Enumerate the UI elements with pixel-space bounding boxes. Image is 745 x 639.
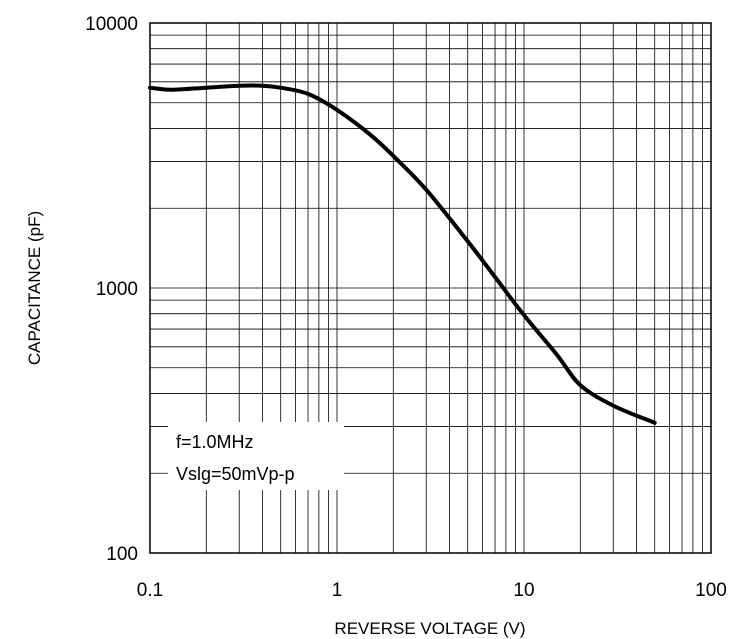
x-tick-label: 0.1 xyxy=(137,580,163,601)
annotation-frequency: f=1.0MHz xyxy=(176,432,254,452)
y-tick-label: 10000 xyxy=(85,14,138,35)
plot-frame xyxy=(149,22,712,554)
x-tick-label: 10 xyxy=(513,580,534,601)
annotation-box: f=1.0MHz Vslg=50mVp-p xyxy=(168,422,344,490)
y-tick-label: 100 xyxy=(106,544,138,565)
x-tick-label: 100 xyxy=(695,580,727,601)
tick-labels: 0.1 1 10 100 100 1000 10000 xyxy=(85,14,727,601)
x-axis-title: REVERSE VOLTAGE (V) xyxy=(334,619,525,638)
grid-lines xyxy=(150,23,711,553)
annotation-signal: Vslg=50mVp-p xyxy=(176,464,295,484)
y-tick-label: 1000 xyxy=(96,279,138,300)
capacitance-curve xyxy=(148,83,657,425)
y-axis-title: CAPACITANCE (pF) xyxy=(25,211,44,365)
x-tick-label: 1 xyxy=(332,580,343,601)
annotation-background xyxy=(168,422,344,490)
